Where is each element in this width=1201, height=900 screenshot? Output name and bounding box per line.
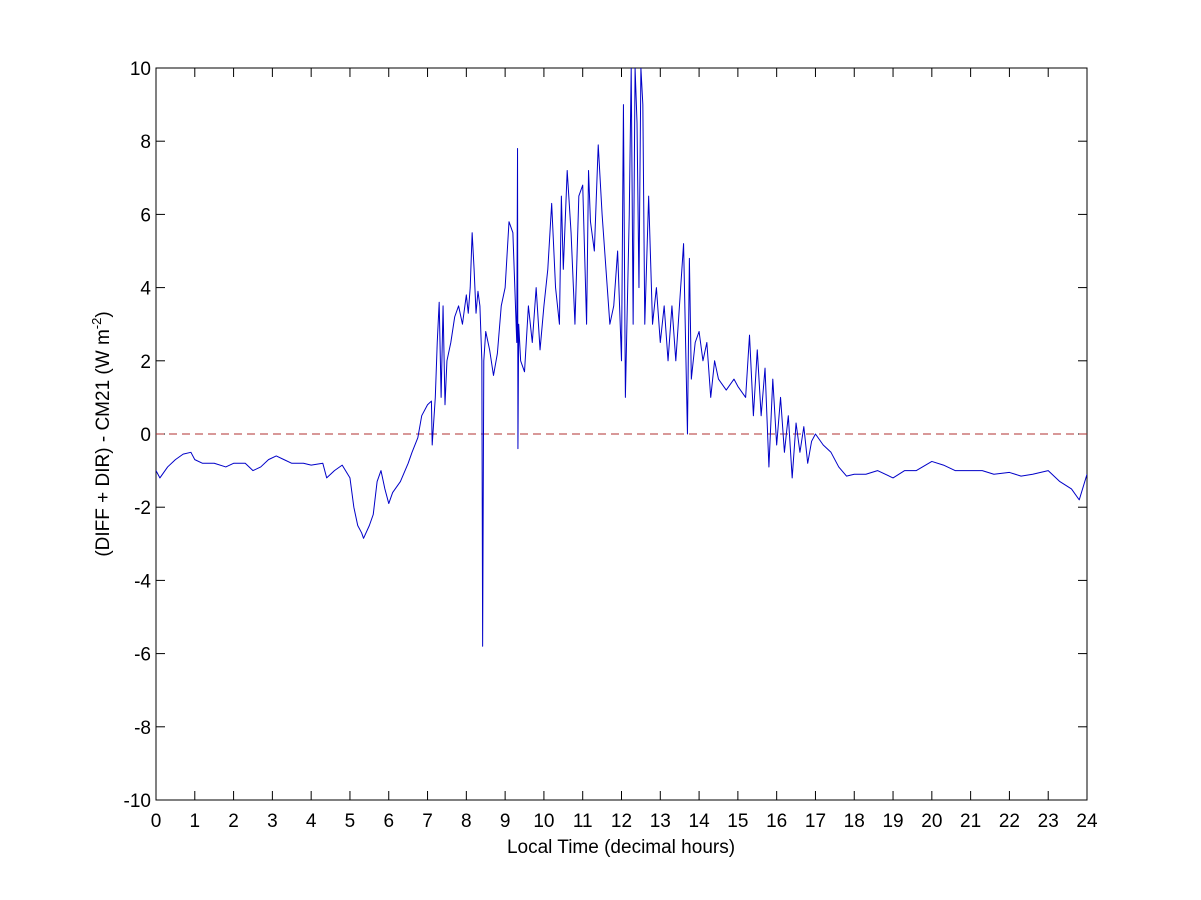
x-tick-label: 5 xyxy=(345,811,356,832)
y-tick-label: 0 xyxy=(140,425,151,446)
y-axis-label-suffix: ) xyxy=(93,311,114,317)
y-tick-label: 4 xyxy=(140,279,151,300)
y-tick-label: 2 xyxy=(140,352,151,373)
x-axis-label: Local Time (decimal hours) xyxy=(507,837,735,858)
x-tick-label: 17 xyxy=(805,811,826,832)
x-tick-label: 8 xyxy=(461,811,472,832)
x-tick-label: 6 xyxy=(383,811,394,832)
x-tick-label: 14 xyxy=(689,811,711,832)
y-tick-label: -6 xyxy=(134,645,151,666)
y-tick-label: 8 xyxy=(140,132,151,153)
y-tick-label: -4 xyxy=(134,571,151,592)
y-axis-label-superscript: -2 xyxy=(89,318,104,330)
y-axis-label-text: (DIFF + DIR) - CM21 (W m xyxy=(93,329,114,556)
x-tick-label: 7 xyxy=(422,811,433,832)
y-tick-label: -2 xyxy=(134,498,151,519)
y-tick-label: -8 xyxy=(134,718,151,739)
x-tick-label: 16 xyxy=(766,811,787,832)
x-tick-label: 11 xyxy=(573,811,593,832)
y-tick-label: 10 xyxy=(130,59,151,80)
x-tick-label: 0 xyxy=(151,811,162,832)
data-line xyxy=(156,68,1087,647)
x-tick-label: 20 xyxy=(921,811,942,832)
x-tick-label: 19 xyxy=(882,811,903,832)
x-tick-label: 3 xyxy=(267,811,278,832)
x-tick-label: 24 xyxy=(1076,811,1098,832)
x-tick-label: 22 xyxy=(999,811,1020,832)
x-tick-label: 18 xyxy=(844,811,865,832)
x-tick-label: 12 xyxy=(611,811,632,832)
x-tick-label: 4 xyxy=(306,811,317,832)
y-tick-label: -10 xyxy=(124,791,151,812)
y-axis-label: (DIFF + DIR) - CM21 (W m-2) xyxy=(89,311,114,556)
x-tick-label: 13 xyxy=(650,811,671,832)
x-tick-label: 9 xyxy=(500,811,511,832)
x-tick-label: 15 xyxy=(727,811,748,832)
x-tick-label: 21 xyxy=(960,811,981,832)
x-tick-label: 10 xyxy=(533,811,554,832)
x-tick-label: 23 xyxy=(1038,811,1059,832)
x-tick-label: 1 xyxy=(190,811,201,832)
y-tick-label: 6 xyxy=(140,205,151,226)
x-tick-label: 2 xyxy=(228,811,239,832)
